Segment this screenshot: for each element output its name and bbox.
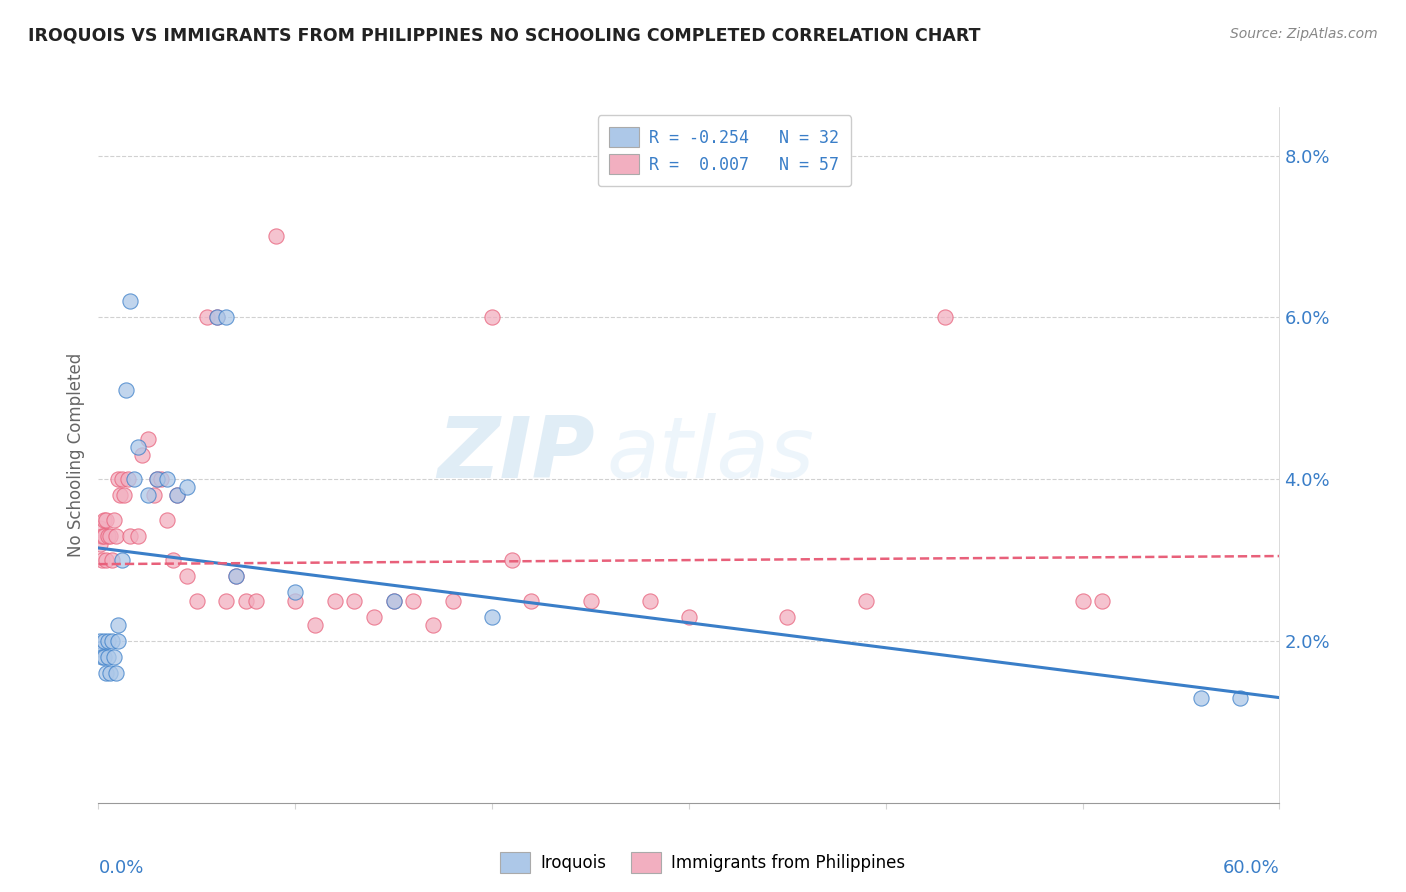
- Point: [89, 634, 111, 648]
- Point: [105, 666, 128, 681]
- Point: [101, 634, 124, 648]
- Point: [176, 569, 198, 583]
- Point: [343, 593, 366, 607]
- Point: [91, 553, 114, 567]
- Legend: R = -0.254   N = 32, R =  0.007   N = 57: R = -0.254 N = 32, R = 0.007 N = 57: [598, 115, 851, 186]
- Point: [422, 617, 444, 632]
- Y-axis label: No Schooling Completed: No Schooling Completed: [66, 353, 84, 557]
- Point: [245, 593, 267, 607]
- Point: [481, 310, 503, 325]
- Point: [136, 488, 159, 502]
- Point: [205, 310, 228, 325]
- Point: [235, 593, 257, 607]
- Point: [1229, 690, 1251, 705]
- Point: [146, 472, 169, 486]
- Point: [96, 666, 118, 681]
- Point: [363, 609, 385, 624]
- Text: Source: ZipAtlas.com: Source: ZipAtlas.com: [1230, 27, 1378, 41]
- Point: [481, 609, 503, 624]
- Point: [402, 593, 425, 607]
- Point: [501, 553, 523, 567]
- Point: [118, 294, 141, 309]
- Point: [225, 569, 247, 583]
- Text: atlas: atlas: [606, 413, 814, 497]
- Point: [382, 593, 405, 607]
- Point: [146, 472, 169, 486]
- Point: [441, 593, 464, 607]
- Point: [142, 488, 165, 502]
- Point: [117, 472, 139, 486]
- Point: [107, 617, 129, 632]
- Point: [118, 529, 141, 543]
- Point: [678, 609, 700, 624]
- Point: [108, 488, 131, 502]
- Point: [107, 634, 129, 648]
- Point: [93, 513, 115, 527]
- Point: [96, 553, 118, 567]
- Point: [115, 383, 138, 397]
- Point: [127, 440, 149, 454]
- Point: [195, 310, 218, 325]
- Point: [91, 529, 114, 543]
- Point: [264, 229, 287, 244]
- Point: [150, 472, 173, 486]
- Point: [93, 529, 115, 543]
- Text: 0.0%: 0.0%: [98, 859, 143, 878]
- Point: [97, 529, 120, 543]
- Point: [205, 310, 228, 325]
- Point: [225, 569, 247, 583]
- Point: [776, 609, 799, 624]
- Point: [166, 488, 188, 502]
- Point: [156, 513, 179, 527]
- Point: [156, 472, 179, 486]
- Point: [93, 650, 115, 665]
- Point: [323, 593, 346, 607]
- Point: [127, 529, 149, 543]
- Point: [89, 521, 111, 535]
- Point: [284, 585, 307, 599]
- Point: [215, 593, 238, 607]
- Point: [111, 472, 134, 486]
- Point: [103, 513, 125, 527]
- Point: [186, 593, 208, 607]
- Point: [89, 642, 111, 657]
- Point: [97, 650, 120, 665]
- Legend: Iroquois, Immigrants from Philippines: Iroquois, Immigrants from Philippines: [494, 846, 912, 880]
- Point: [166, 488, 188, 502]
- Point: [304, 617, 326, 632]
- Point: [162, 553, 184, 567]
- Point: [215, 310, 238, 325]
- Text: ZIP: ZIP: [437, 413, 595, 497]
- Text: IROQUOIS VS IMMIGRANTS FROM PHILIPPINES NO SCHOOLING COMPLETED CORRELATION CHART: IROQUOIS VS IMMIGRANTS FROM PHILIPPINES …: [28, 27, 980, 45]
- Point: [520, 593, 543, 607]
- Point: [131, 448, 153, 462]
- Point: [98, 529, 121, 543]
- Point: [101, 553, 124, 567]
- Point: [284, 593, 307, 607]
- Point: [176, 480, 198, 494]
- Point: [93, 634, 115, 648]
- Point: [934, 310, 956, 325]
- Point: [136, 432, 159, 446]
- Point: [103, 650, 125, 665]
- Point: [91, 650, 114, 665]
- Point: [105, 529, 128, 543]
- Point: [122, 472, 145, 486]
- Point: [107, 472, 129, 486]
- Point: [89, 537, 111, 551]
- Text: 60.0%: 60.0%: [1223, 859, 1279, 878]
- Point: [96, 513, 118, 527]
- Point: [112, 488, 135, 502]
- Point: [111, 553, 134, 567]
- Point: [1189, 690, 1212, 705]
- Point: [638, 593, 661, 607]
- Point: [98, 666, 121, 681]
- Point: [1091, 593, 1114, 607]
- Point: [382, 593, 405, 607]
- Point: [97, 634, 120, 648]
- Point: [855, 593, 877, 607]
- Point: [1071, 593, 1094, 607]
- Point: [579, 593, 602, 607]
